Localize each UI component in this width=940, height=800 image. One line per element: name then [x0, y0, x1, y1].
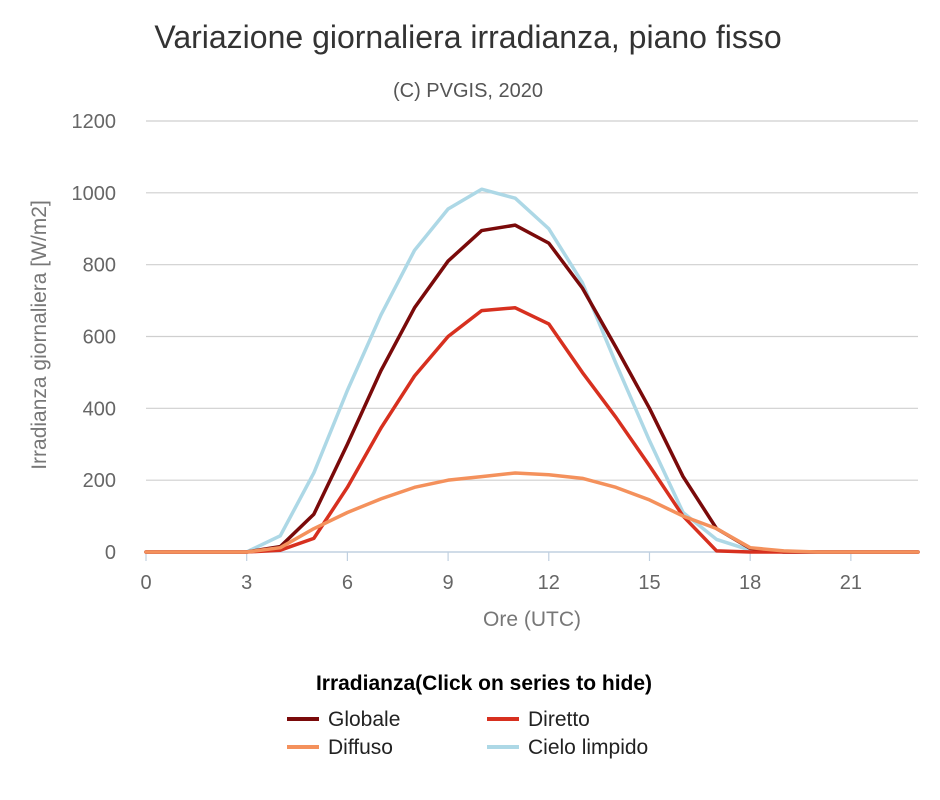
y-axis-title: Irradianza giornaliera [W/m2] [28, 200, 51, 470]
y-gridlines [146, 120, 918, 481]
y-tick-label: 400 [83, 398, 116, 420]
legend-item-diffuso[interactable]: Diffuso [287, 736, 393, 759]
x-tick-label: 9 [443, 572, 454, 594]
y-tick-labels: 0 200 400 600 800 1000 1200 [72, 111, 117, 564]
y-tick-label: 1200 [72, 111, 117, 133]
legend-label: Globale [328, 708, 400, 731]
y-tick-label: 0 [105, 542, 116, 564]
x-tick-label: 12 [538, 572, 560, 594]
x-tick-label: 18 [739, 572, 761, 594]
legend-item-diretto[interactable]: Diretto [487, 708, 590, 731]
x-tick-label: 3 [241, 572, 252, 594]
legend-item-cielo-limpido[interactable]: Cielo limpido [487, 736, 648, 759]
series-line-diretto[interactable] [144, 306, 920, 554]
y-tick-label: 1000 [72, 183, 117, 205]
legend-label: Diretto [528, 708, 590, 731]
legend-title: Irradianza(Click on series to hide) [316, 672, 652, 695]
x-tick-label: 0 [140, 572, 151, 594]
legend[interactable]: Globale Diretto Diffuso Cielo limpido [287, 708, 648, 759]
legend-label: Diffuso [328, 736, 393, 759]
chart-subtitle: (C) PVGIS, 2020 [393, 80, 543, 102]
x-tick-label: 15 [638, 572, 660, 594]
x-tick-label: 6 [342, 572, 353, 594]
y-tick-label: 800 [83, 255, 116, 277]
series-line-cielo-limpido[interactable] [144, 187, 920, 554]
series-lines [144, 187, 920, 554]
y-tick-label: 200 [83, 470, 116, 492]
chart-title: Variazione giornaliera irradianza, piano… [154, 19, 781, 55]
x-tick-label: 21 [840, 572, 862, 594]
x-tick-labels: 0 3 6 9 12 15 18 21 [140, 552, 862, 594]
x-axis-title: Ore (UTC) [483, 608, 581, 631]
series-line-globale[interactable] [144, 223, 920, 554]
series-line-diffuso[interactable] [144, 471, 920, 554]
y-tick-label: 600 [83, 327, 116, 349]
legend-item-globale[interactable]: Globale [287, 708, 400, 731]
legend-label: Cielo limpido [528, 736, 648, 759]
